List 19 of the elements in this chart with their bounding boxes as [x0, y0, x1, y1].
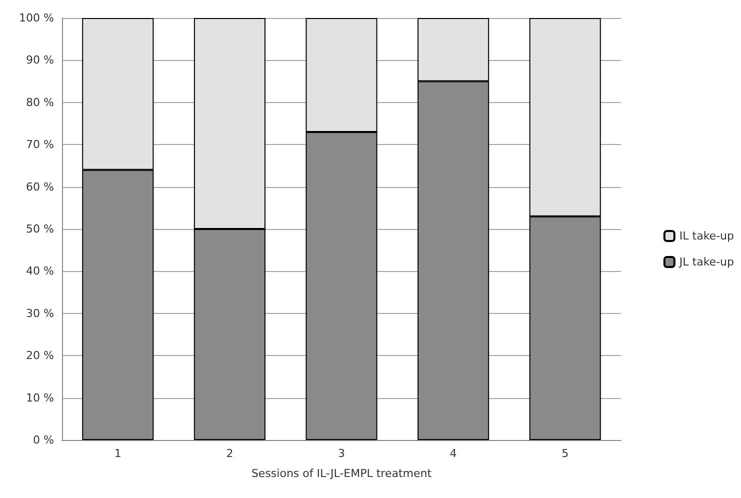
legend-label: IL take-up: [679, 230, 734, 242]
x-tick-label: 3: [338, 447, 345, 460]
y-tick-label: 60 %: [26, 180, 54, 194]
y-tick-label: 20 %: [26, 349, 54, 362]
y-tick-label: 30 %: [26, 306, 54, 320]
x-tick-label: 5: [562, 447, 569, 460]
y-tick-label: 10 %: [26, 391, 54, 404]
y-tick-label: 90 %: [26, 54, 54, 67]
y-tick-label: 0 %: [33, 434, 54, 446]
y-tick-label: 50 %: [26, 222, 54, 236]
x-tick-label: 1: [114, 447, 122, 460]
x-tick-label: 4: [450, 447, 457, 460]
y-tick-label: 80 %: [26, 96, 54, 109]
y-tick-label: 100 %: [19, 12, 54, 24]
legend-label: JL take-up: [678, 256, 734, 268]
x-tick-label: 2: [226, 447, 234, 460]
y-tick-label: 70 %: [26, 138, 54, 152]
y-tick-label: 40 %: [26, 264, 54, 278]
x-axis-title: Sessions of IL-JL-EMPL treatment: [251, 467, 432, 480]
